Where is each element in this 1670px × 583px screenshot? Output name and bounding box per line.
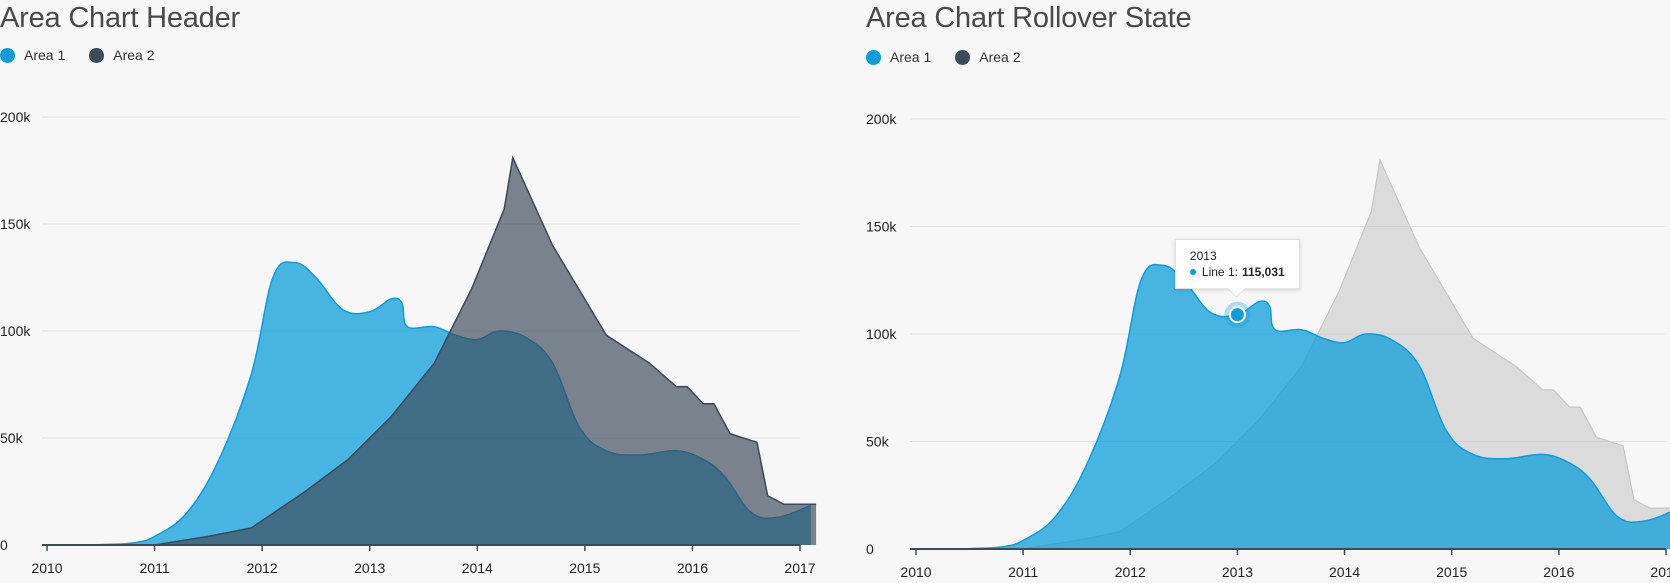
x-tick-label: 2014 [1329,564,1360,580]
y-tick-label: 50k [0,430,24,446]
chart-legend: Area 1 Area 2 [866,49,1045,65]
area-1-swatch-icon [0,47,15,63]
area-2-fill [916,159,1670,549]
legend-label: Area 1 [24,47,66,63]
rollover-tooltip: 2013 Line 1: 115,031 [1174,238,1300,289]
y-tick-label: 0 [0,537,8,553]
x-tick-label: 2013 [1222,564,1253,580]
y-tick-label: 50k [866,434,890,450]
y-tick-label: 100k [0,323,31,339]
x-tick-label: 2016 [677,560,708,576]
chart-legend: Area 1 Area 2 [0,47,179,63]
area-chart-plot: 0 50k 100k 150k 200k 2010 2011 2012 2013 2014 2015… [0,109,817,576]
x-tick-label: 2012 [247,560,278,576]
y-tick-label: 150k [866,219,897,235]
legend-item-area-2[interactable]: Area 2 [89,47,155,63]
x-tick-label: 2017 [1650,564,1670,580]
area-1-fill [916,264,1670,549]
x-tick-label: 2014 [462,560,493,576]
y-tick-label: 150k [0,216,31,232]
area-chart-rollover-panel: Area Chart Rollover State Area 1 Area 2 … [866,0,1670,583]
area-1-swatch-icon [866,49,881,65]
legend-item-area-1[interactable]: Area 1 [0,47,65,63]
y-tick-label: 0 [866,541,874,557]
tooltip-title: 2013 [1189,248,1217,263]
x-tick-label: 2010 [31,560,62,576]
chart-title: Area Chart Header [0,2,240,34]
x-tick-label: 2011 [140,560,170,576]
area-chart-plot: 0 50k 100k 150k 200k 2010 2011 2012 2013 2014 2015… [866,111,1670,580]
tooltip-row: Line 1: 115,031 [1189,264,1285,280]
x-tick-label: 2015 [1436,564,1467,580]
x-tick-label: 2016 [1543,564,1574,580]
legend-label: Area 2 [113,47,155,63]
y-tick-label: 100k [866,326,897,342]
tooltip-value: 115,031 [1241,264,1285,279]
legend-label: Area 1 [890,49,932,65]
legend-label: Area 2 [979,49,1021,65]
y-tick-label: 200k [866,111,897,127]
x-tick-label: 2011 [1008,564,1038,580]
tooltip-label: Line 1: [1201,264,1238,279]
x-tick-label: 2012 [1115,564,1146,580]
area-2-fill [47,157,817,545]
x-tick-label: 2010 [900,564,931,580]
area-1-line [915,263,1670,550]
area-2-line [47,155,817,546]
series-dot-icon [1189,268,1196,275]
x-tick-label: 2015 [569,560,600,576]
area-2-swatch-icon [955,49,971,65]
x-tick-label: 2017 [784,560,815,576]
area-chart-header-panel: Area Chart Header Area 1 Area 2 0 50k 100k… [0,0,817,583]
legend-item-area-1[interactable]: Area 1 [866,49,931,65]
hover-point-marker [1228,306,1246,324]
chart-title: Area Chart Rollover State [866,2,1192,34]
legend-item-area-2[interactable]: Area 2 [955,49,1021,65]
area-2-swatch-icon [89,47,105,63]
x-tick-label: 2013 [354,560,385,576]
y-tick-label: 200k [0,109,31,125]
